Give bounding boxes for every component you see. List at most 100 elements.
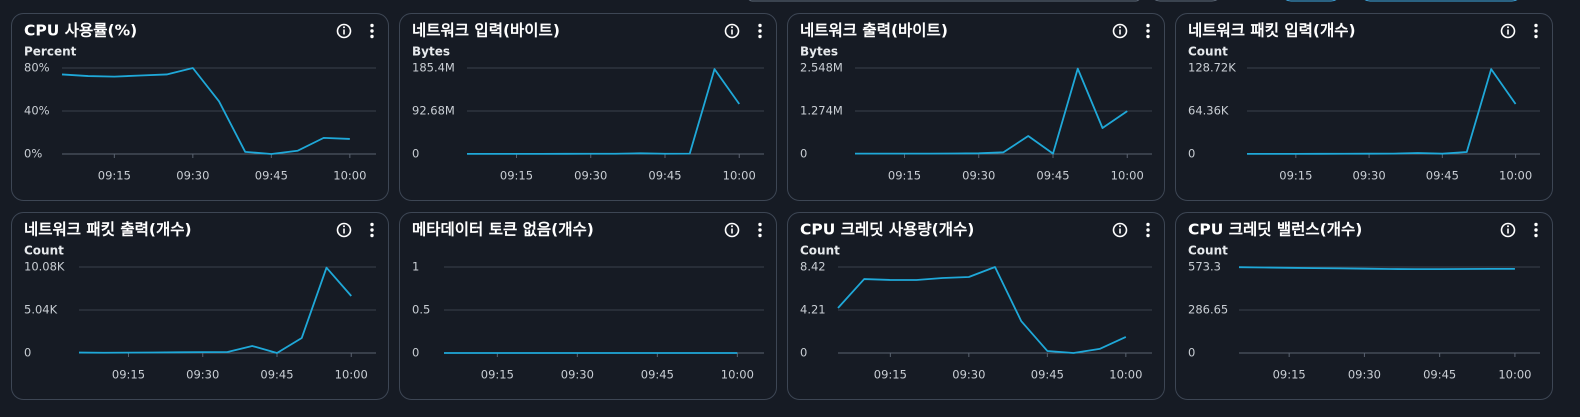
panel-title: 네트워크 패킷 출력(개수) bbox=[24, 220, 192, 239]
y-tick-label: 0.5 bbox=[412, 303, 430, 317]
y-tick-label: 92.68M bbox=[412, 104, 455, 118]
menu-icon-dot bbox=[370, 23, 374, 28]
x-tick-label: 09:30 bbox=[962, 169, 995, 183]
panel-title: 네트워크 패킷 입력(개수) bbox=[1188, 21, 1356, 40]
y-tick-label: 185.4M bbox=[412, 60, 455, 74]
data-line bbox=[855, 67, 1128, 155]
info-icon-dot bbox=[1507, 26, 1509, 29]
x-tick-label: 09:15 bbox=[481, 368, 514, 382]
search-box[interactable] bbox=[748, 0, 1140, 2]
x-tick-label: 10:00 bbox=[1499, 169, 1532, 183]
info-icon[interactable] bbox=[1500, 222, 1516, 238]
y-axis-label: Percent bbox=[24, 45, 77, 59]
menu-icon-dot bbox=[370, 34, 374, 39]
x-tick-label: 09:30 bbox=[1353, 169, 1386, 183]
x-tick-label: 09:30 bbox=[561, 368, 594, 382]
data-line bbox=[1238, 266, 1515, 271]
menu-icon-dot bbox=[758, 228, 762, 232]
panel: 네트워크 입력(바이트) Bytes 0 92.68M 185.4M 09:15 09:30… bbox=[399, 13, 777, 201]
x-tick-label: 09:45 bbox=[1036, 169, 1069, 183]
x-tick-label: 10:00 bbox=[333, 169, 366, 183]
data-line bbox=[467, 68, 740, 155]
info-icon[interactable] bbox=[1500, 23, 1516, 39]
y-tick-label: 0% bbox=[24, 147, 42, 161]
panel-title: 메타데이터 토큰 없음(개수) bbox=[412, 220, 594, 239]
info-icon-dot bbox=[1507, 225, 1509, 228]
y-tick-label: 1.274M bbox=[800, 104, 843, 118]
info-icon-dot bbox=[731, 26, 733, 29]
y-tick-label: 1 bbox=[412, 260, 419, 274]
info-icon[interactable] bbox=[724, 222, 740, 238]
menu-icon-dot bbox=[758, 34, 762, 39]
x-tick-label: 09:15 bbox=[1273, 368, 1306, 382]
panel: CPU 크레딧 사용량(개수) Count 0 4.21 8.42 09:15 09:30 0… bbox=[787, 212, 1165, 400]
y-tick-label: 573.3 bbox=[1188, 260, 1221, 274]
menu-icon-dot bbox=[1534, 23, 1538, 28]
panel-title: 네트워크 출력(바이트) bbox=[800, 21, 948, 40]
menu-icon-dot bbox=[1534, 29, 1538, 33]
y-tick-label: 64.36K bbox=[1188, 104, 1229, 118]
menu-icon-dot bbox=[1534, 222, 1538, 227]
y-axis-label: Count bbox=[24, 244, 64, 258]
menu-icon-dot bbox=[370, 228, 374, 232]
y-axis-label: Bytes bbox=[800, 45, 838, 59]
x-tick-label: 09:30 bbox=[574, 169, 607, 183]
y-tick-label: 0 bbox=[800, 147, 807, 161]
x-tick-label: 09:30 bbox=[176, 169, 209, 183]
y-tick-label: 0 bbox=[412, 346, 419, 360]
menu-icon-dot bbox=[370, 222, 374, 227]
y-tick-label: 40% bbox=[24, 104, 50, 118]
data-line bbox=[837, 266, 1127, 354]
menu-icon-dot bbox=[1534, 228, 1538, 232]
x-tick-label: 09:15 bbox=[888, 169, 921, 183]
info-icon-dot bbox=[343, 225, 345, 228]
panel-title: 네트워크 입력(바이트) bbox=[412, 21, 560, 40]
panel-title: CPU 크레딧 사용량(개수) bbox=[800, 220, 974, 239]
x-tick-label: 10:00 bbox=[1109, 368, 1142, 382]
x-tick-label: 10:00 bbox=[1498, 368, 1531, 382]
y-axis-label: Count bbox=[1188, 244, 1228, 258]
x-tick-label: 09:15 bbox=[500, 169, 533, 183]
button[interactable] bbox=[1360, 0, 1522, 2]
panel-title: CPU 크레딧 밸런스(개수) bbox=[1188, 220, 1362, 239]
data-line bbox=[1247, 68, 1517, 155]
panel: 메타데이터 토큰 없음(개수) 0 0.5 1 09:15 09:30 09:45 10:00 bbox=[399, 212, 777, 400]
panel: 네트워크 패킷 출력(개수) Count 0 5.04K 10.08K 09:15 09:3… bbox=[11, 212, 389, 400]
panel: CPU 크레딧 밸런스(개수) Count 0 286.65 573.3 09:15 09:… bbox=[1175, 212, 1553, 400]
x-tick-label: 09:15 bbox=[874, 368, 907, 382]
button[interactable] bbox=[1150, 0, 1222, 2]
info-icon[interactable] bbox=[1112, 222, 1128, 238]
y-tick-label: 0 bbox=[1188, 346, 1195, 360]
info-icon[interactable] bbox=[336, 222, 352, 238]
y-axis-label: Count bbox=[1188, 45, 1228, 59]
menu-icon-dot bbox=[758, 23, 762, 28]
data-line bbox=[78, 266, 352, 354]
info-icon[interactable] bbox=[336, 23, 352, 39]
button[interactable] bbox=[1281, 0, 1341, 2]
menu-icon-dot bbox=[758, 233, 762, 238]
y-tick-label: 4.21 bbox=[800, 303, 826, 317]
x-tick-label: 10:00 bbox=[1111, 169, 1144, 183]
info-icon-dot bbox=[343, 26, 345, 29]
y-tick-label: 0 bbox=[800, 346, 807, 360]
menu-icon-dot bbox=[1146, 233, 1150, 238]
menu-icon-dot bbox=[1534, 34, 1538, 39]
menu-icon-dot bbox=[1146, 23, 1150, 28]
x-tick-label: 09:45 bbox=[648, 169, 681, 183]
y-tick-label: 286.65 bbox=[1188, 303, 1228, 317]
x-tick-label: 09:45 bbox=[1031, 368, 1064, 382]
panel: 네트워크 출력(바이트) Bytes 0 1.274M 2.548M 09:15 09:30… bbox=[787, 13, 1165, 201]
y-tick-label: 0 bbox=[1188, 147, 1195, 161]
x-tick-label: 09:15 bbox=[98, 169, 131, 183]
info-icon[interactable] bbox=[724, 23, 740, 39]
menu-icon-dot bbox=[370, 29, 374, 33]
menu-icon-dot bbox=[1146, 228, 1150, 232]
menu-icon-dot bbox=[370, 233, 374, 238]
x-tick-label: 10:00 bbox=[721, 368, 754, 382]
y-tick-label: 2.548M bbox=[800, 61, 843, 75]
info-icon[interactable] bbox=[1112, 23, 1128, 39]
y-axis-label: Bytes bbox=[412, 45, 450, 59]
menu-icon-dot bbox=[758, 29, 762, 33]
